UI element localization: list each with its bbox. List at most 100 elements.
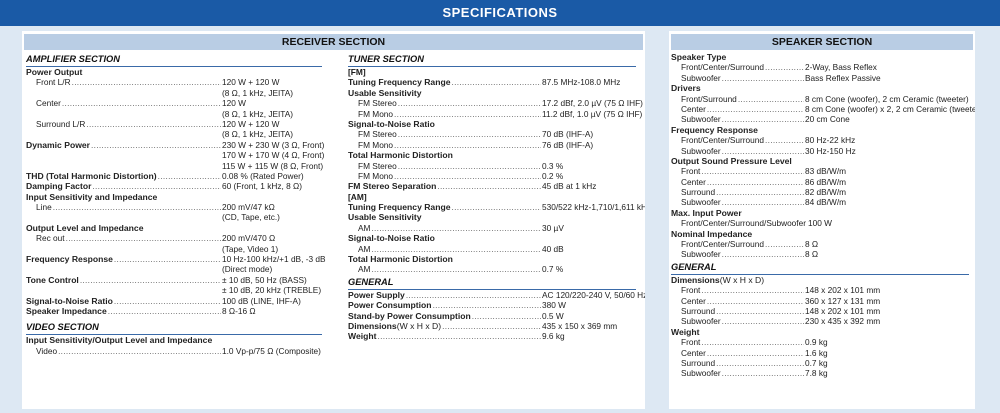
spec-row: (Direct mode): [26, 264, 326, 274]
spec-value: 7.8 kg: [805, 368, 828, 379]
spec-label: Front: [681, 166, 701, 177]
spec-value: 200 mV/470 Ω: [222, 233, 276, 244]
spec-row: (CD, Tape, etc.): [26, 212, 326, 222]
band-label: [AM]: [348, 191, 367, 202]
spec-value: (8 Ω, 1 kHz, JEITA): [222, 87, 294, 98]
spec-value: 83 dB/W/m: [805, 166, 847, 177]
spec-label: FM Mono: [358, 170, 394, 181]
spec-label-note: (W x H x D): [719, 274, 765, 285]
spec-row: Front/Center/Surround 2-Way, Bass Reflex: [671, 62, 973, 72]
dot-leader: [394, 171, 541, 181]
spec-label: Output Sound Pressure Level: [671, 155, 792, 166]
dot-leader: [437, 181, 541, 191]
spec-label: Signal-to-Noise Ratio: [348, 118, 435, 129]
dot-leader: [66, 233, 221, 243]
spec-label: AM: [358, 264, 371, 275]
spec-label: Power Output: [26, 67, 83, 77]
spec-label: Rec out: [36, 233, 65, 244]
spec-label: Signal-to-Noise Ratio: [348, 233, 435, 244]
spec-value: 8 Ω: [805, 249, 819, 260]
spec-row: THD (Total Harmonic Distortion) 0.08 % (R…: [26, 171, 326, 181]
specifications-title: SPECIFICATIONS: [0, 0, 1000, 26]
section-heading: VIDEO SECTION: [26, 321, 322, 336]
spec-value: 60 (Front, 1 kHz, 8 Ω): [222, 181, 302, 192]
spec-label: Front/Center/Surround: [681, 62, 765, 73]
spec-label: Stand-by Power Consumption: [348, 310, 471, 321]
spec-value: 86 dB/W/m: [805, 176, 847, 187]
spec-value: 10 Hz-100 kHz/+1 dB, -3 dB: [222, 254, 326, 265]
receiver-column-right: TUNER SECTION[FM]Tuning Frequency Range8…: [348, 52, 645, 342]
spec-label: Surround: [681, 357, 716, 368]
dot-leader: [371, 264, 541, 274]
spec-label: Weight: [348, 331, 377, 342]
spec-row: Subwoofer 84 dB/W/m: [671, 197, 973, 207]
dot-leader: [452, 77, 542, 87]
spec-label: Center: [681, 103, 706, 114]
dot-leader: [716, 306, 804, 316]
spec-row: Front/Center/Surround/Subwoofer 100 W: [671, 218, 973, 228]
spec-value: 8 cm Cone (woofer) x 2, 2 cm Ceramic (tw…: [805, 103, 975, 114]
spec-row: Frequency Response 10 Hz-100 kHz/+1 dB, -…: [26, 254, 326, 264]
spec-row: Front/Center/Surround 8 Ω: [671, 239, 973, 249]
dot-leader: [398, 129, 541, 139]
dot-leader: [58, 346, 221, 356]
spec-label: Front L/R: [36, 77, 71, 88]
spec-label: Frequency Response: [26, 254, 113, 265]
spec-label: Input Sensitivity/Output Level and Imped…: [26, 335, 213, 346]
spec-row: FM Stereo Separation 45 dB at 1 kHz: [348, 181, 640, 191]
spec-label: Tuning Frequency Range: [348, 77, 451, 88]
spec-value: 9.6 kg: [542, 331, 565, 342]
spec-row: (Tape, Video 1): [26, 244, 326, 254]
spec-value: 230 x 435 x 392 mm: [805, 316, 881, 327]
spec-value: 82 dB/W/m: [805, 187, 847, 198]
spec-value: (CD, Tape, etc.): [222, 212, 280, 223]
dot-leader: [701, 285, 804, 295]
spec-value: 200 mV/47 kΩ: [222, 202, 275, 213]
spec-row: Nominal Impedance: [671, 229, 973, 239]
section-heading: GENERAL: [671, 261, 969, 275]
spec-label: Tone Control: [26, 274, 79, 285]
spec-label: FM Stereo: [358, 98, 397, 109]
spec-label: Center: [681, 347, 706, 358]
spec-row: Subwoofer 30 Hz-150 Hz: [671, 146, 973, 156]
speaker-section-panel: SPEAKER SECTION Speaker Type Front/Center…: [669, 31, 975, 409]
spec-label: Damping Factor: [26, 181, 92, 192]
dot-leader: [722, 146, 804, 156]
dot-leader: [158, 171, 221, 181]
spec-label: FM Mono: [358, 139, 394, 150]
spec-label: Output Level and Impedance: [26, 222, 144, 233]
spec-row: Surround 0.7 kg: [671, 358, 973, 368]
spec-label: Front: [681, 337, 701, 348]
spec-value: 0.2 %: [542, 170, 564, 181]
spec-value: 11.2 dBf, 1.0 µV (75 Ω IHF): [542, 108, 643, 119]
spec-row: Surround 148 x 202 x 101 mm: [671, 306, 973, 316]
receiver-section-heading: RECEIVER SECTION: [24, 34, 643, 50]
spec-row: 115 W + 115 W (8 Ω, Front): [26, 161, 326, 171]
spec-label: Total Harmonic Distortion: [348, 254, 453, 265]
spec-row: Line 200 mV/47 kΩ: [26, 202, 326, 212]
spec-row: Surround 82 dB/W/m: [671, 187, 973, 197]
dot-leader: [707, 177, 804, 187]
spec-row: Front 148 x 202 x 101 mm: [671, 285, 973, 295]
dot-leader: [716, 358, 804, 368]
spec-value: 100 dB (LINE, IHF-A): [222, 295, 301, 306]
dot-leader: [707, 104, 804, 114]
spec-value: 45 dB at 1 kHz: [542, 181, 597, 192]
spec-row: Speaker Type: [671, 52, 973, 62]
dot-leader: [80, 275, 221, 285]
spec-value: 20 cm Cone: [805, 114, 850, 125]
spec-row: AM 0.7 %: [348, 264, 640, 274]
spec-row: Subwoofer Bass Reflex Passive: [671, 73, 973, 83]
spec-row: Total Harmonic Distortion: [348, 150, 640, 160]
spec-label: Speaker Impedance: [26, 305, 107, 316]
spec-label: AM: [358, 243, 371, 254]
spec-label: AM: [358, 222, 371, 233]
spec-value: 87.5 MHz-108.0 MHz: [542, 77, 621, 88]
spec-value: 0.9 kg: [805, 337, 828, 348]
dot-leader: [108, 306, 221, 316]
spec-value: 148 x 202 x 101 mm: [805, 285, 881, 296]
dot-leader: [707, 296, 804, 306]
spec-row: FM Stereo 17.2 dBf, 2.0 µV (75 Ω IHF): [348, 98, 643, 109]
dot-leader: [394, 109, 541, 119]
